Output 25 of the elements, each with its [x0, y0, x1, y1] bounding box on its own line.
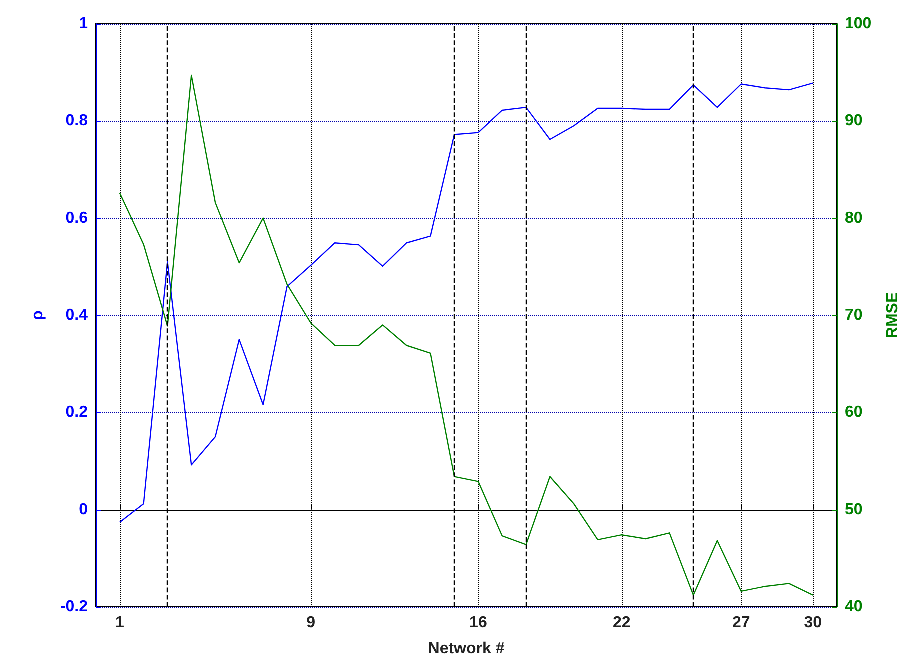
x-tick-label: 30 — [804, 614, 822, 632]
y-tick-label: 1 — [79, 16, 88, 32]
y2-tick-label: 40 — [845, 598, 863, 616]
x-axis-title: Network # — [428, 640, 505, 658]
y-tick-label: 0.2 — [66, 404, 88, 422]
x-tick-label: 16 — [470, 614, 488, 632]
y2-tick-label: 90 — [845, 112, 863, 130]
y-tick-label: 0.6 — [66, 210, 88, 227]
x-tick-label: 9 — [306, 614, 316, 632]
line-series — [119, 74, 814, 596]
y2-tick-label: 70 — [845, 307, 863, 324]
y2-tick-label: 100 — [845, 16, 872, 32]
x-tick-label: 27 — [732, 614, 750, 632]
y2-axis-title: RMSE — [884, 292, 902, 339]
line-series — [119, 82, 814, 524]
y-tick-label: -0.2 — [60, 598, 88, 616]
y-tick-label: 0 — [79, 501, 88, 518]
x-tick-label: 22 — [612, 614, 631, 632]
y-tick-label: 0.8 — [66, 112, 88, 130]
y2-tick-label: 50 — [845, 501, 863, 518]
y2-tick-label: 60 — [845, 404, 863, 422]
y2-tick-label: 80 — [845, 210, 863, 227]
x-tick-label: 1 — [115, 614, 124, 632]
y-tick-label: 0.4 — [66, 307, 88, 324]
y-axis-title: ρ — [30, 310, 46, 320]
